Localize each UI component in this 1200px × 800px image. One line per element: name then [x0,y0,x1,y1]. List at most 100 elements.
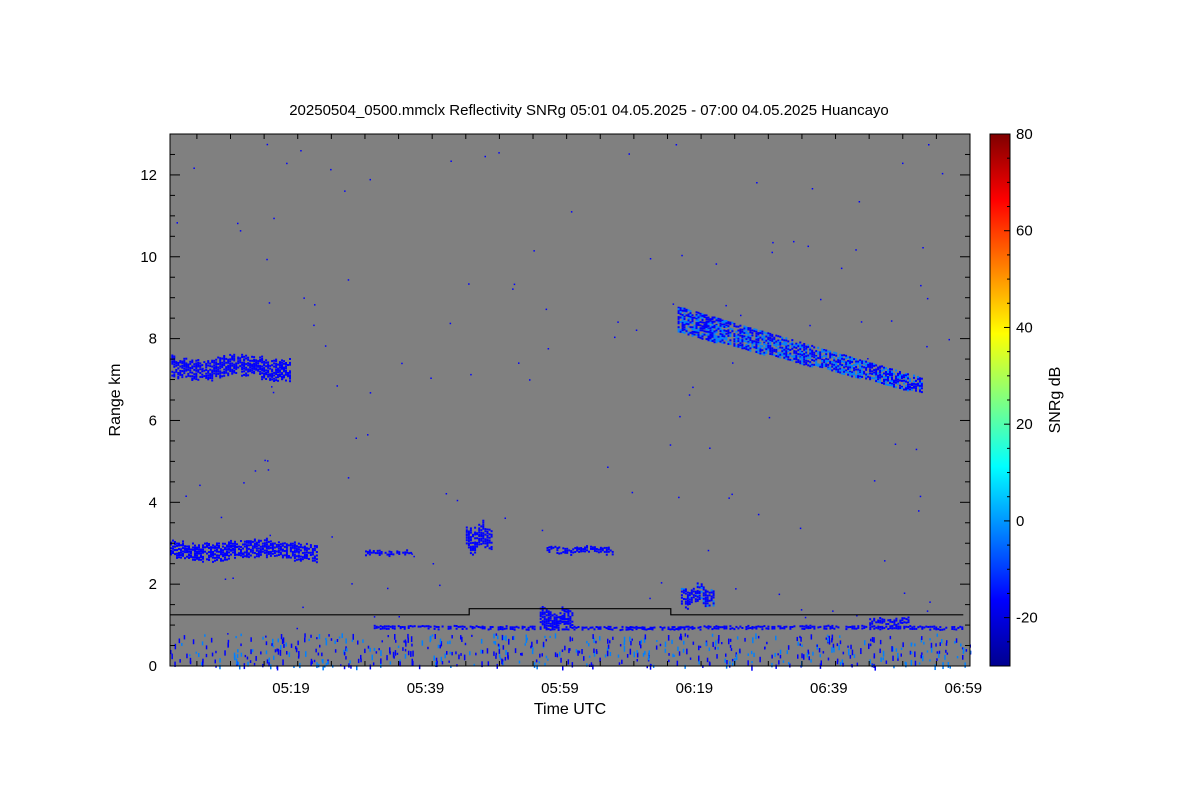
echo-pixel [708,594,711,597]
echo-pixel [413,625,416,628]
echo-pixel [213,366,216,369]
noise-pixel [855,249,857,251]
noise-pixel [367,434,369,436]
echo-pixel [259,553,262,556]
echo-pixel [465,539,468,542]
echo-pixel [731,330,734,333]
echo-pixel [847,371,850,374]
echo-pixel [777,339,780,342]
echo-pixel [261,367,264,370]
echo-pixel [285,371,287,374]
echo-pixel [247,356,250,359]
clutter-pixel [171,653,173,660]
echo-pixel [696,598,699,601]
clutter-pixel [436,660,438,664]
echo-pixel [749,341,752,344]
echo-pixel [188,545,190,548]
echo-pixel [909,386,911,388]
echo-pixel [293,541,296,544]
echo-pixel [719,328,722,331]
echo-pixel [599,626,602,629]
echo-pixel [482,523,485,526]
echo-pixel [719,322,722,325]
echo-pixel [232,545,234,548]
echo-pixel [863,625,866,628]
echo-pixel [661,628,664,631]
echo-pixel [226,550,228,553]
echo-pixel [182,553,184,555]
echo-pixel [731,321,734,324]
clutter-pixel [435,657,438,662]
echo-pixel [547,628,550,631]
echo-pixel [224,548,226,551]
echo-pixel [483,626,486,629]
echo-pixel [177,363,180,366]
noise-pixel [679,415,681,418]
echo-pixel [265,365,268,368]
echo-pixel [799,362,802,365]
echo-pixel [196,554,198,557]
clutter-pixel [936,658,938,661]
echo-pixel [403,626,406,629]
clutter-pixel [799,635,801,639]
echo-pixel [751,340,754,343]
echo-pixel [855,376,858,379]
echo-pixel [467,532,470,534]
echo-pixel [607,546,610,549]
echo-pixel [698,590,701,593]
echo-pixel [253,370,256,373]
echo-pixel [829,352,832,355]
echo-pixel [183,370,186,373]
echo-pixel [240,546,242,548]
echo-pixel [289,550,292,553]
echo-pixel [719,330,722,333]
echo-pixel [767,344,770,347]
echo-pixel [891,372,893,375]
echo-pixel [386,553,389,556]
echo-pixel [228,557,230,560]
echo-pixel [195,378,198,381]
echo-pixel [567,620,570,623]
echo-pixel [787,344,790,347]
echo-pixel [222,545,224,548]
echo-pixel [849,374,852,377]
clutter-pixel [930,647,933,653]
clutter-pixel [214,659,216,664]
echo-pixel [735,334,738,337]
echo-pixel [376,552,379,555]
echo-pixel [427,625,430,628]
echo-pixel [216,546,218,549]
echo-pixel [253,356,256,359]
echo-pixel [568,549,571,552]
echo-pixel [208,547,210,549]
echo-pixel [472,548,474,551]
echo-pixel [539,627,542,630]
echo-pixel [691,326,694,329]
clutter-pixel [318,634,321,640]
clutter-pixel [873,637,875,643]
clutter-pixel [350,665,352,669]
echo-pixel [690,589,693,592]
echo-pixel [529,625,532,628]
echo-pixel [295,558,298,561]
clutter-pixel [910,642,913,646]
echo-pixel [465,530,468,533]
echo-pixel [721,339,724,342]
echo-pixel [885,373,887,376]
noise-pixel [413,555,415,558]
echo-pixel [257,539,260,542]
echo-pixel [488,528,491,531]
clutter-pixel [947,662,950,668]
echo-pixel [797,353,800,356]
clutter-pixel [192,639,195,645]
clutter-pixel [498,644,500,650]
echo-pixel [275,371,278,374]
echo-pixel [224,546,226,549]
y-tick-label: 4 [149,494,157,511]
echo-pixel [733,333,736,336]
clutter-pixel [839,635,841,638]
echo-pixel [747,342,750,345]
echo-pixel [699,312,702,315]
echo-pixel [877,372,880,375]
echo-pixel [793,354,796,357]
